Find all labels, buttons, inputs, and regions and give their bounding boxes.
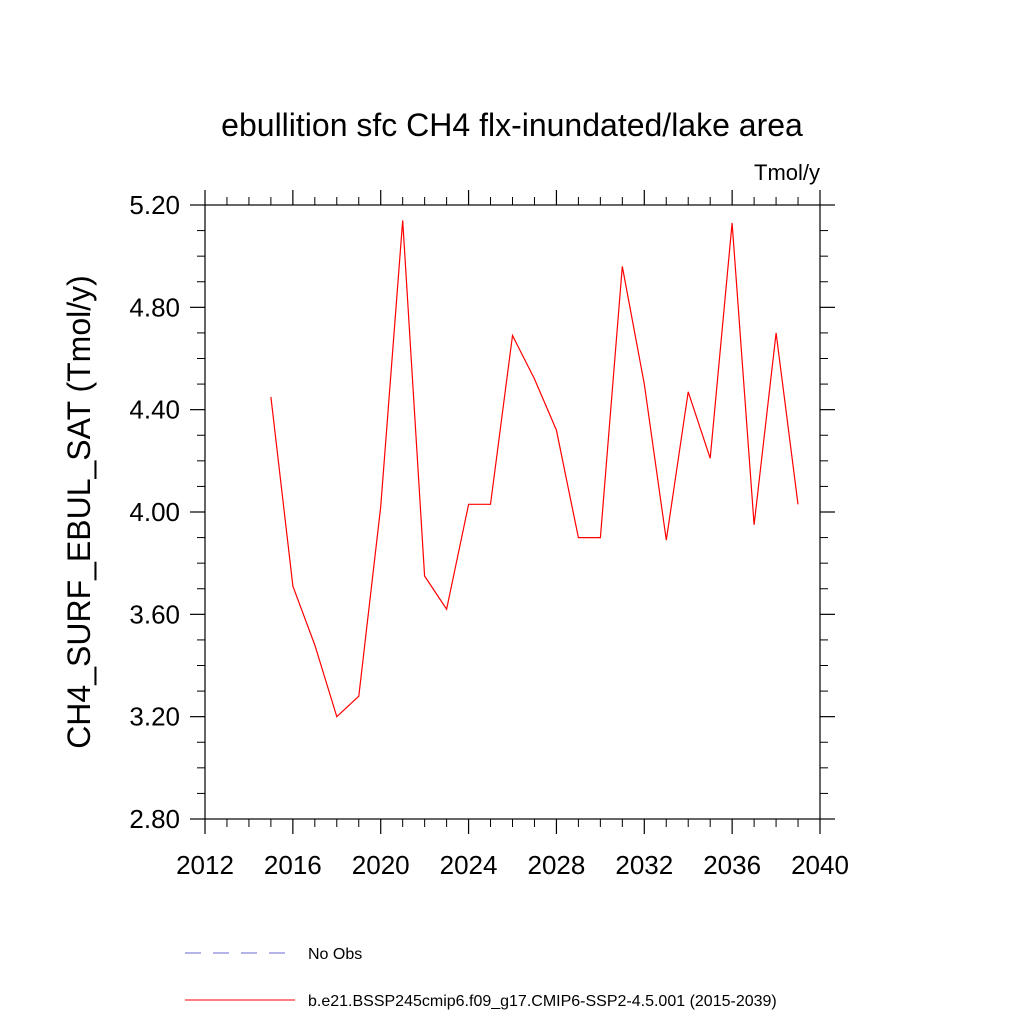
y-tick-label: 5.20 — [129, 190, 180, 220]
axis-ticks — [190, 190, 835, 834]
x-tick-label: 2028 — [528, 850, 586, 880]
legend: No Obs b.e21.BSSP245cmip6.f09_g17.CMIP6-S… — [185, 946, 777, 1010]
legend-label: No Obs — [308, 946, 362, 963]
x-tick-label: 2016 — [264, 850, 322, 880]
x-tick-label: 2036 — [703, 850, 761, 880]
y-tick-label: 3.20 — [129, 702, 180, 732]
plot-frame — [204, 204, 821, 820]
legend-label: b.e21.BSSP245cmip6.f09_g17.CMIP6-SSP2-4.… — [308, 993, 777, 1010]
y-tick-label: 2.80 — [129, 804, 180, 834]
series-line — [270, 220, 799, 718]
x-tick-label: 2012 — [176, 850, 234, 880]
x-tick-label: 2040 — [791, 850, 849, 880]
chart-title: ebullition sfc CH4 flx-inundated/lake ar… — [221, 107, 803, 143]
series-group — [270, 220, 799, 718]
x-tick-label: 2032 — [615, 850, 673, 880]
y-tick-label: 4.00 — [129, 497, 180, 527]
x-tick-label: 2020 — [352, 850, 410, 880]
y-tick-label: 3.60 — [129, 599, 180, 629]
y-axis-label: CH4_SURF_EBUL_SAT (Tmol/y) — [61, 275, 97, 749]
tick-labels: 2012 2016 2020 2024 2028 2032 2036 2040 2.80 3.20… — [129, 190, 849, 880]
y-tick-label: 4.40 — [129, 395, 180, 425]
y-tick-label: 4.80 — [129, 292, 180, 322]
x-tick-label: 2024 — [440, 850, 498, 880]
units-label: Tmol/y — [754, 160, 820, 185]
